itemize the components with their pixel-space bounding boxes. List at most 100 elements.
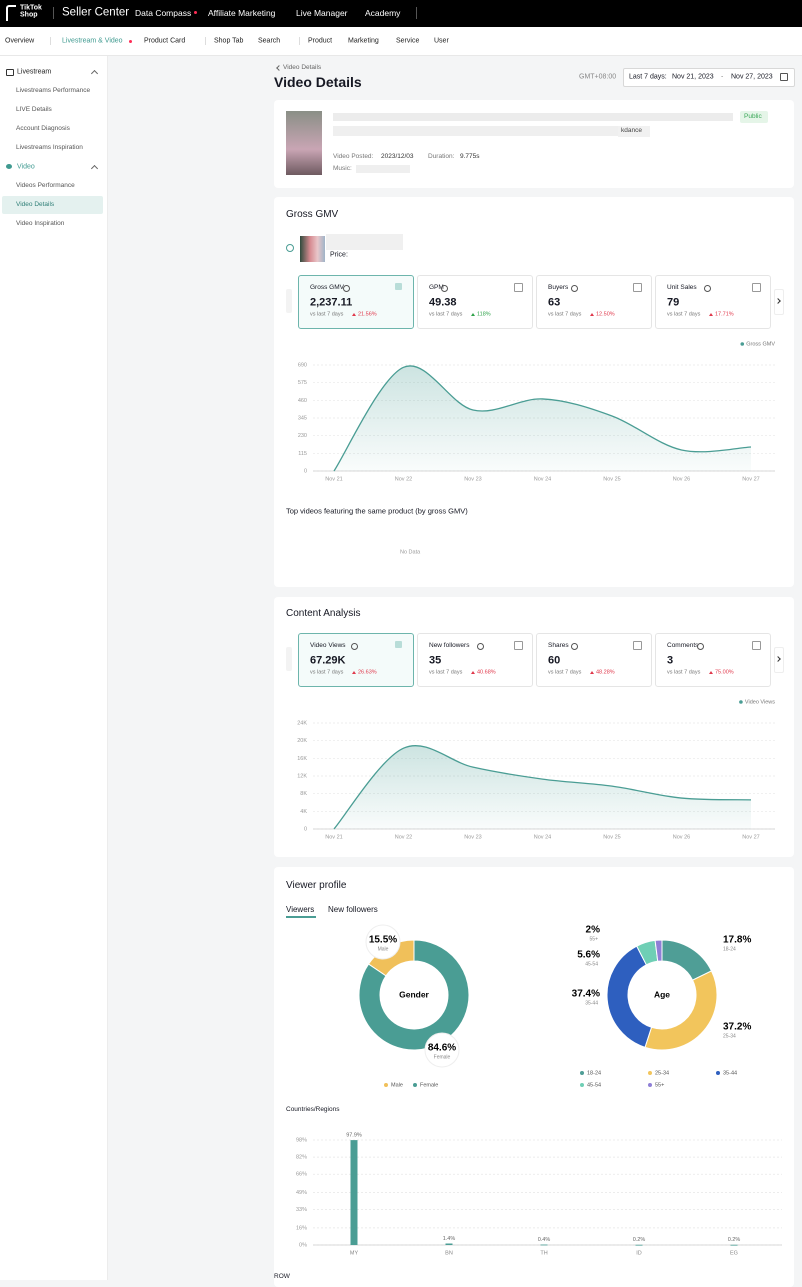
gmv-card [274,197,794,587]
date-range-label: Last 7 days: [629,73,667,81]
logo: Shop [20,11,38,19]
metric-change: 75.00% [715,669,734,676]
scroll-left [286,647,292,671]
date-end[interactable]: Nov 27, 2023 [731,73,773,81]
page-title: Video Details [274,74,362,90]
sidebar-item[interactable]: LIVE Details [16,105,52,113]
status-badge [740,111,768,123]
sidebar-item[interactable]: Account Diagnosis [16,124,70,132]
metric-value: 63 [548,296,561,309]
metric-card[interactable] [298,633,414,687]
section-title: Content Analysis [286,608,361,619]
help-icon [350,643,358,650]
sub-nav-item[interactable]: Shop Tab [214,37,244,45]
tag-chip [618,126,650,137]
sidebar [0,56,108,1280]
sub-nav-item[interactable]: Livestream & Video [62,37,123,45]
metric-change: 12.50% [596,311,615,318]
back-arrow [276,65,282,71]
nav-dot [194,11,197,14]
posted-label: Video Posted: [333,152,374,160]
metric-change: 17.71% [715,311,734,318]
duration: 9.775s [460,152,480,160]
metric-card[interactable] [298,275,414,329]
metric-card[interactable] [655,275,771,329]
sidebar-item[interactable]: Livestreams Performance [16,86,91,94]
sub-title: Top videos featuring the same product (b… [286,506,468,516]
sidebar-group[interactable]: Livestream [17,68,52,76]
nav-divider [53,7,54,19]
checkbox [514,641,523,650]
metric-change: 48.28% [596,669,615,676]
metric-card[interactable] [417,633,533,687]
checkbox [633,641,642,650]
metric-compare: vs last 7 days [310,311,344,318]
metric-name: Unit Sales [667,283,697,291]
tab[interactable]: New followers [328,905,378,914]
logo-icon [6,5,16,21]
change-arrow [352,671,356,674]
metric-change: 118% [477,311,491,318]
sub-nav-item[interactable]: Service [396,37,420,45]
metric-name: Video Views [310,641,346,649]
sidebar-group[interactable]: Video [17,163,35,171]
metric-compare: vs last 7 days [548,669,582,676]
nav-divider [416,7,417,19]
sidebar-item[interactable]: Video Inspiration [16,219,65,227]
nav-item[interactable]: Affiliate Marketing [208,7,276,18]
timezone: GMT+08:00 [579,73,617,81]
help-icon [343,285,351,292]
metric-value: 49.38 [429,296,457,309]
help-icon [696,643,704,650]
sub-nav [0,27,802,56]
sub-nav-item[interactable]: Search [258,37,281,45]
metric-value: 2,237.11 [310,296,353,309]
metric-card[interactable] [536,275,652,329]
posted-date: 2023/12/03 [381,152,414,160]
nav-item[interactable]: Academy [365,7,401,18]
tab[interactable]: Viewers [286,905,315,914]
sub-nav-item[interactable]: Product Card [144,37,186,45]
section-title: Gross GMV [286,209,339,220]
video-thumbnail [286,111,322,175]
top-bar [0,0,802,27]
scroll-left [286,289,292,313]
product-radio[interactable] [286,244,294,252]
blurred-caption [333,113,733,121]
metric-value: 79 [667,296,680,309]
product-thumbnail [300,236,325,262]
metric-change: 21.56% [358,311,377,318]
date-box[interactable] [623,68,795,87]
metric-compare: vs last 7 days [667,669,701,676]
metric-change: 40.68% [477,669,496,676]
change-arrow [590,313,594,316]
viewer-card [274,867,794,1287]
metric-card[interactable] [536,633,652,687]
scroll-right [774,289,784,315]
metric-name: Shares [548,641,569,649]
sub-nav-item[interactable]: Product [308,37,333,45]
sidebar-icon [6,69,14,76]
checkbox [633,283,642,292]
date-separator: - [721,73,724,81]
help-icon [476,643,484,650]
metric-compare: vs last 7 days [667,311,701,318]
breadcrumb[interactable]: Video Details [283,63,322,71]
sub-nav-item[interactable]: Marketing [348,37,379,45]
metric-card[interactable] [417,275,533,329]
sidebar-item[interactable]: Videos Performance [16,181,75,189]
sidebar-item[interactable]: Video Details [16,200,55,208]
checkbox [514,283,523,292]
sub-nav-item[interactable]: Overview [5,37,35,45]
sidebar-item[interactable]: Livestreams Inspiration [16,143,83,151]
nav-item[interactable]: Data Compass [135,7,192,18]
music-label: Music: [333,164,352,172]
help-icon [570,643,578,650]
blurred-tags [333,126,618,136]
nav-item[interactable]: Live Manager [296,7,348,18]
date-start[interactable]: Nov 21, 2023 [672,73,714,81]
sub-nav-item[interactable]: User [434,37,449,45]
metric-name: Gross GMV [310,283,344,291]
metric-card[interactable] [655,633,771,687]
